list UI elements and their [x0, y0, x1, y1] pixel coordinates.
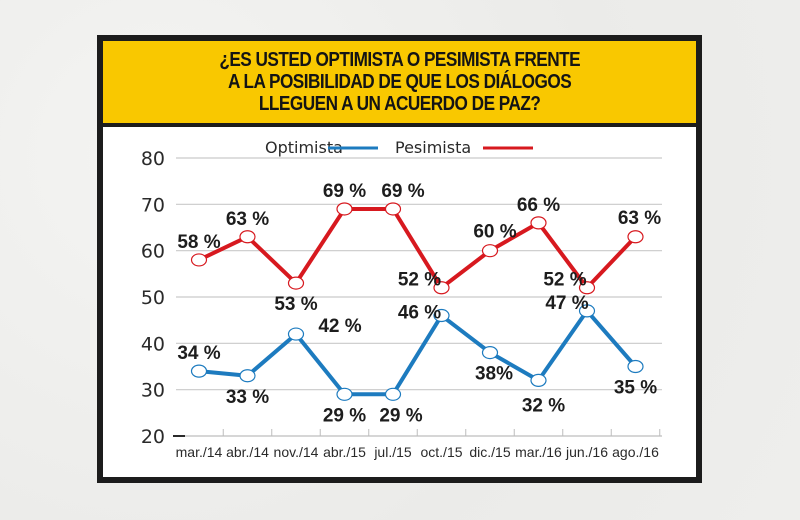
chart-panel: 20 30 40 50 60 70 80 mar./14 abr./14 nov./14 abr.… — [103, 127, 696, 477]
x-tick-label: abr./14 — [226, 444, 269, 460]
line-chart: 20 30 40 50 60 70 80 mar./14 abr./14 nov./14 abr.… — [141, 138, 662, 460]
y-tick-label: 60 — [141, 241, 165, 263]
data-point-pesimista — [287, 276, 305, 290]
y-tick-label: 70 — [141, 194, 165, 216]
data-label-pesimista: 58 % — [177, 232, 220, 253]
chart-title-banner: ¿ES USTED OPTIMISTA O PESIMISTA FRENTE A… — [103, 41, 696, 123]
data-point-optimista — [287, 327, 305, 341]
data-point-optimista — [530, 373, 547, 387]
data-label-pesimista: 69 % — [381, 181, 424, 202]
y-tick-label: 40 — [141, 333, 165, 355]
data-label-optimista: 29 % — [323, 405, 366, 426]
x-tick-label: oct./15 — [420, 444, 462, 460]
data-point-pesimista — [578, 281, 596, 295]
data-point-pesimista — [481, 244, 499, 258]
x-tick-label: mar./14 — [176, 444, 223, 460]
chart-frame: ¿ES USTED OPTIMISTA O PESIMISTA FRENTE A… — [97, 35, 702, 483]
y-tick-label: 80 — [141, 148, 165, 170]
x-tick-label: dic./15 — [469, 444, 510, 460]
gridlines — [176, 157, 662, 391]
x-tick-label: mar./16 — [515, 444, 562, 460]
series-line-pesimista — [198, 206, 637, 291]
data-point-optimista — [627, 359, 644, 374]
data-label-optimista: 38% — [475, 364, 513, 385]
x-tick-label: ago./16 — [612, 444, 659, 460]
data-label-optimista: 32 % — [522, 395, 565, 416]
title-line-3: LLEGUEN A UN ACUERDO DE PAZ? — [258, 93, 541, 115]
data-label-optimista: 33 % — [226, 387, 269, 408]
data-label-pesimista: 63 % — [226, 209, 269, 230]
y-tick-label: 30 — [141, 380, 165, 402]
data-point-optimista — [481, 346, 499, 360]
data-label-optimista: 29 % — [379, 405, 422, 426]
data-label-pesimista: 52 % — [543, 270, 586, 291]
title-line-1: ¿ES USTED OPTIMISTA O PESIMISTA FRENTE — [219, 49, 580, 71]
legend-label-optimista: Optimista — [265, 138, 343, 157]
data-label-pesimista: 66 % — [517, 195, 560, 216]
x-axis: mar./14 abr./14 nov./14 abr./15 jul./15 oct./… — [173, 429, 662, 460]
x-tick-label: jun./16 — [565, 444, 608, 460]
data-point-optimista — [433, 308, 450, 323]
series-line-optimista — [198, 307, 638, 397]
data-point-optimista — [578, 304, 596, 318]
data-point-optimista — [190, 364, 208, 378]
data-label-pesimista: 63 % — [618, 208, 661, 229]
data-point-pesimista — [627, 230, 644, 244]
data-label-optimista: 35 % — [614, 378, 657, 399]
data-labels: 34 % 33 % 42 % 29 % 29 % 46 % 38% 32 % 47 % 35 % 5… — [177, 181, 661, 426]
data-label-pesimista: 60 % — [473, 222, 516, 243]
data-point-optimista — [384, 387, 402, 401]
legend-label-pesimista: Pesimista — [395, 138, 471, 157]
legend: Optimista Pesimista — [265, 138, 533, 157]
data-point-pesimista — [384, 202, 402, 216]
data-point-pesimista — [239, 230, 256, 244]
y-tick-label: 20 — [141, 426, 165, 448]
data-label-optimista: 34 % — [177, 343, 220, 364]
y-axis-ticks: 20 30 40 50 60 70 80 — [141, 148, 165, 448]
data-label-pesimista: 69 % — [323, 181, 366, 202]
data-label-pesimista: 53 % — [274, 294, 317, 315]
data-point-pesimista — [433, 281, 450, 295]
data-label-optimista: 46 % — [398, 303, 441, 324]
data-label-optimista: 47 % — [545, 293, 588, 314]
data-label-pesimista: 52 % — [398, 270, 441, 291]
data-point-optimista — [336, 387, 353, 401]
title-line-2: A LA POSIBILIDAD DE QUE LOS DIÁLOGOS — [227, 71, 572, 93]
data-point-pesimista — [190, 253, 208, 267]
x-tick-label: abr./15 — [323, 444, 366, 460]
y-tick-label: 50 — [141, 287, 165, 309]
data-label-optimista: 42 % — [318, 316, 361, 337]
series-group — [190, 202, 644, 401]
data-point-pesimista — [530, 216, 547, 230]
x-tick-label: nov./14 — [274, 444, 319, 460]
data-point-optimista — [239, 369, 256, 383]
x-tick-label: jul./15 — [373, 444, 412, 460]
data-point-pesimista — [336, 202, 353, 216]
